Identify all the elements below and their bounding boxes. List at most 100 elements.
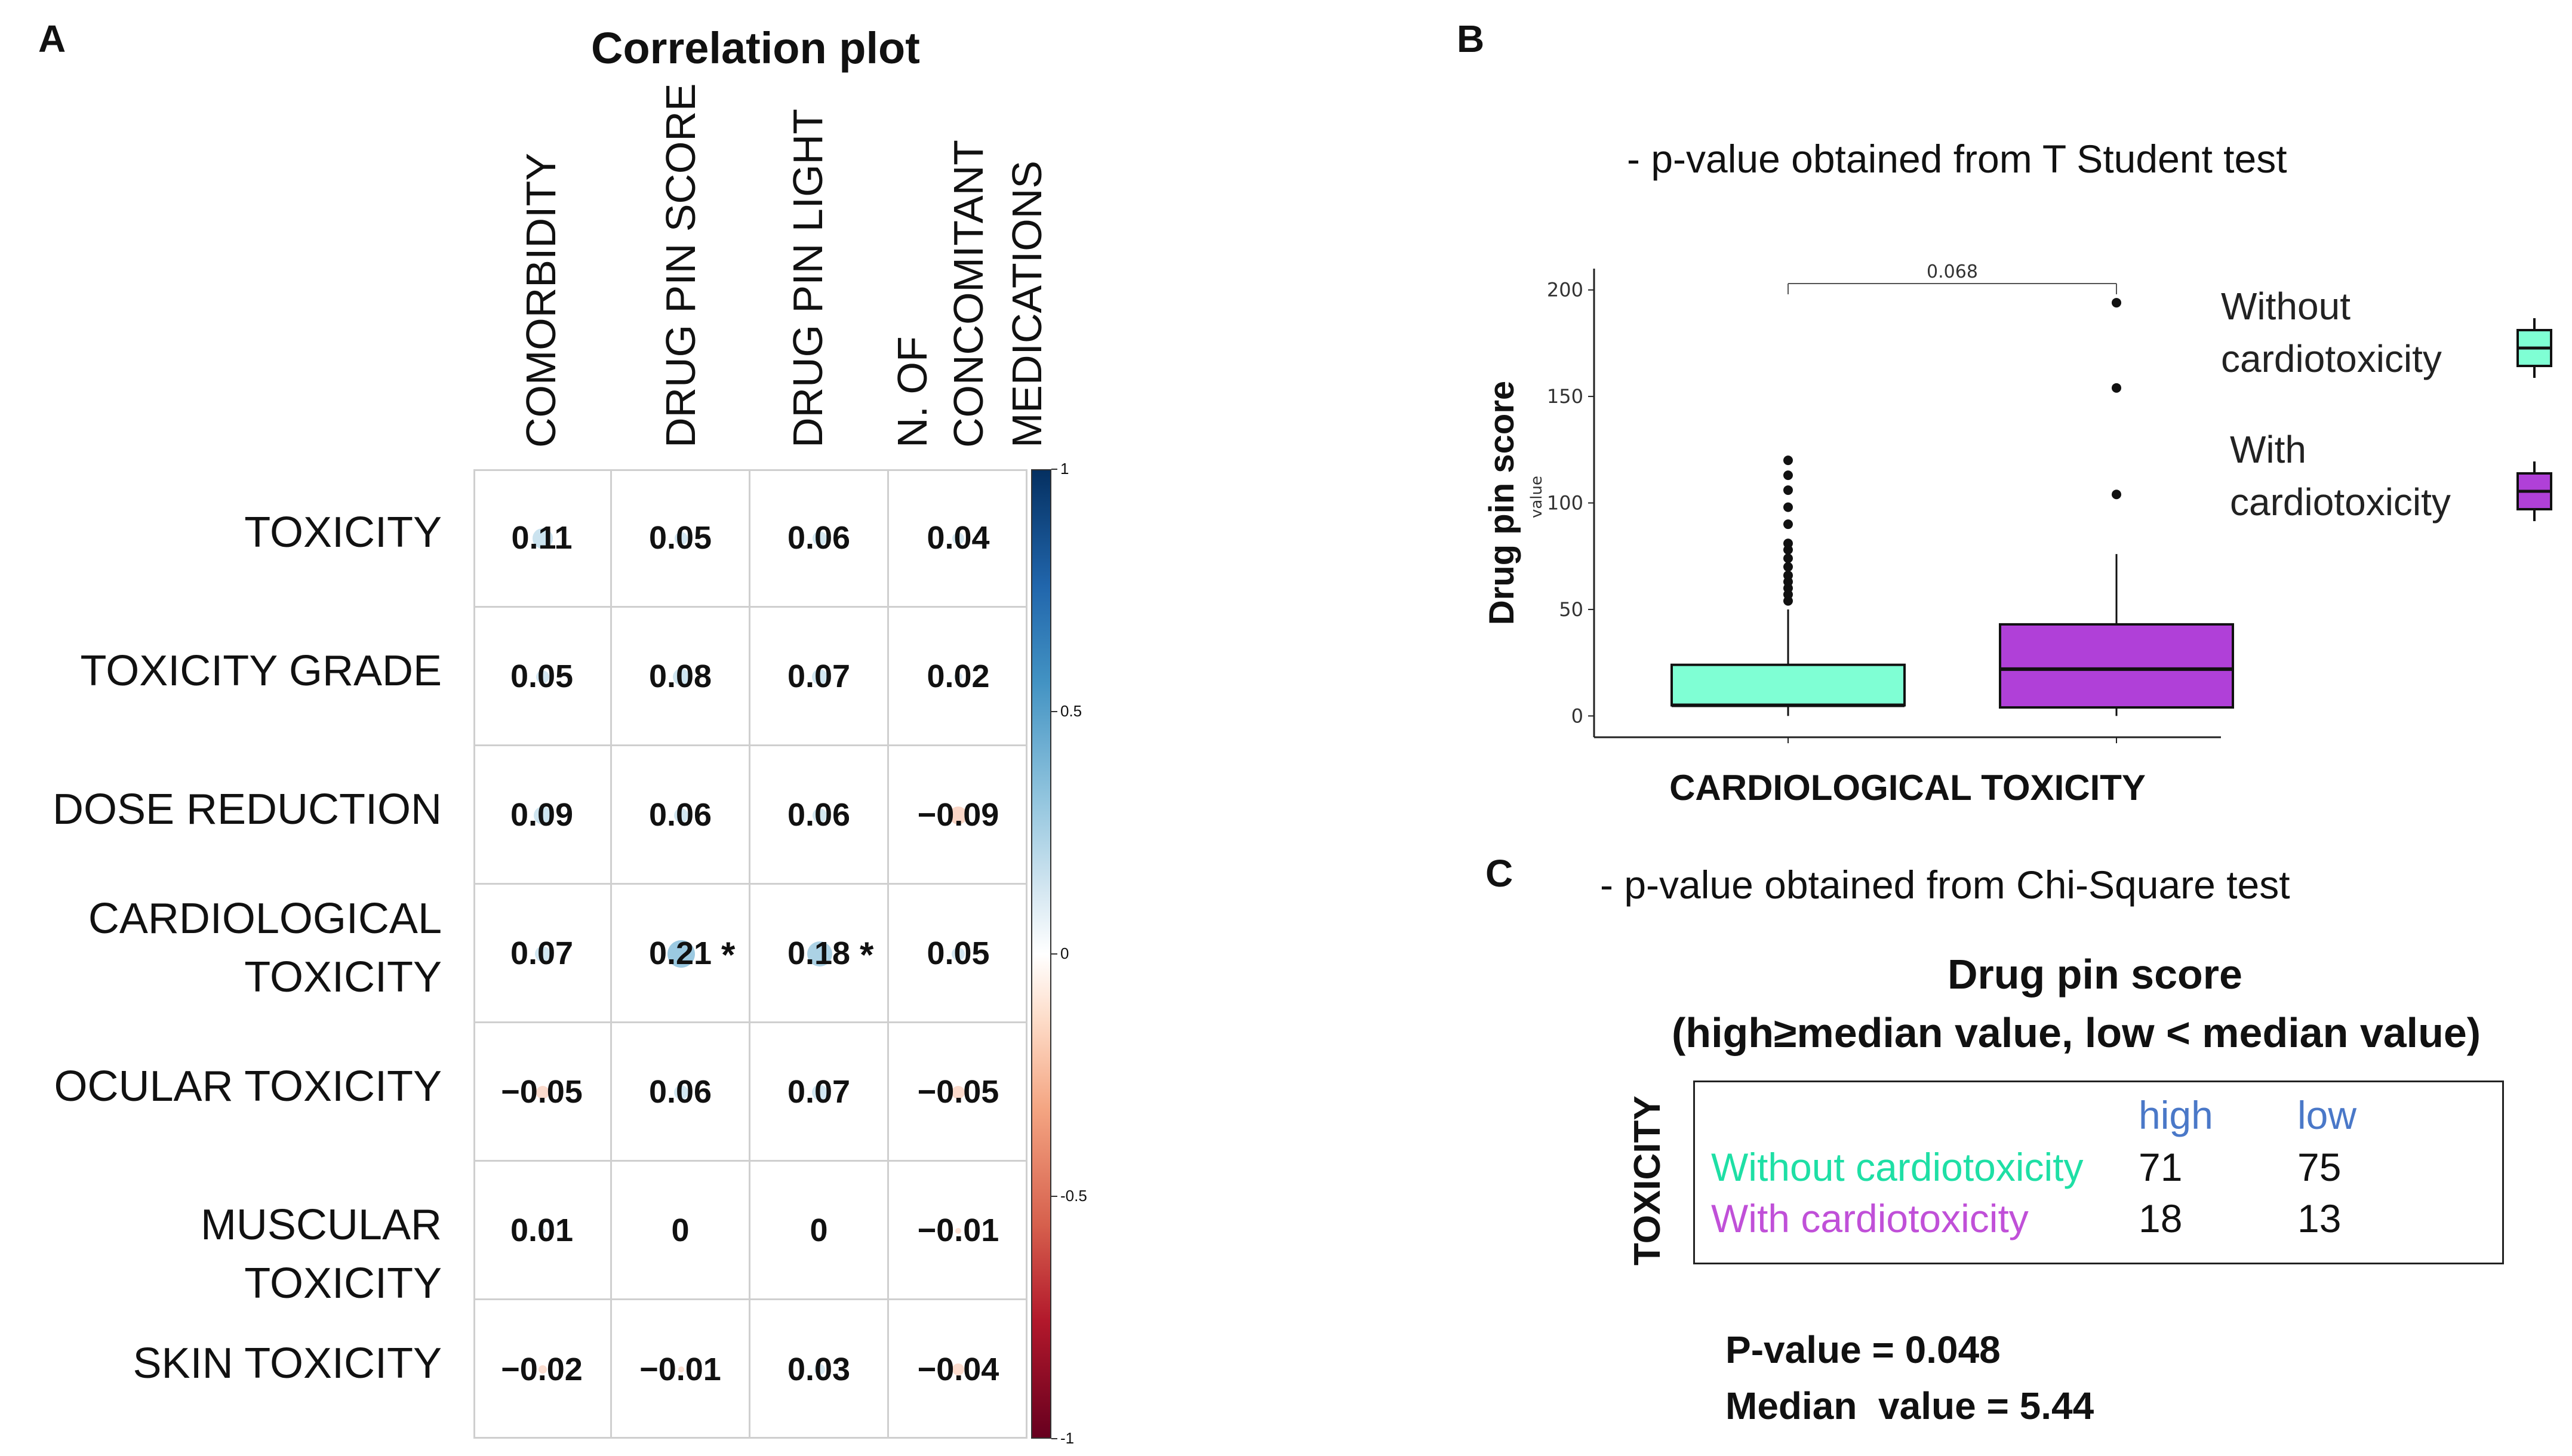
- heatmap-cell: 0.07: [473, 885, 612, 1023]
- significance-star: *: [860, 935, 874, 975]
- correlation-value: 0: [671, 1212, 690, 1248]
- table-cell: Without cardiotoxicity: [1711, 1145, 2084, 1189]
- contingency-table-box: [1693, 1081, 2504, 1264]
- correlation-value: −0.01: [917, 1212, 999, 1248]
- heatmap-cell: 0.18: [750, 885, 889, 1023]
- heatmap-cell: −0.01: [889, 1162, 1027, 1300]
- y-tick-label: 150: [1547, 385, 1583, 408]
- y-tick-label: 0: [1571, 704, 1583, 727]
- heatmap-cell: −0.01: [612, 1300, 750, 1439]
- heatmap-cell: 0.07: [750, 1023, 889, 1162]
- correlation-circle: [811, 1084, 828, 1101]
- column-label: N. OF: [889, 336, 936, 448]
- table-subtitle: (high≥median value, low < median value): [1672, 1009, 2481, 1056]
- heatmap-cell: 0.02: [889, 608, 1027, 746]
- heatmap-cell: 0.06: [750, 469, 889, 608]
- heatmap-cell: −0.02: [473, 1300, 612, 1439]
- correlation-value: −0.04: [917, 1352, 999, 1387]
- correlation-circle: [673, 1085, 689, 1100]
- correlation-value: −0.02: [501, 1352, 583, 1387]
- heatmap-cell: 0.05: [612, 469, 750, 608]
- colorbar-tick-label: -1: [1060, 1429, 1075, 1447]
- column-label: DRUG PIN SCORE: [657, 83, 704, 448]
- correlation-value: −0.01: [639, 1352, 721, 1387]
- column-label: DRUG PIN LIGHT: [784, 109, 831, 448]
- correlation-circle: [673, 808, 689, 823]
- table-cell: 18: [2139, 1196, 2183, 1240]
- table-cell: With cardiotoxicity: [1711, 1196, 2029, 1240]
- correlation-value: 0.06: [787, 796, 851, 833]
- correlation-value: 0: [810, 1212, 828, 1248]
- row-label: TOXICITY: [244, 509, 442, 556]
- panel-c-note: - p-value obtained from Chi-Square test: [1600, 863, 2290, 907]
- column-label: MEDICATIONS: [1004, 161, 1050, 448]
- correlation-circle: [953, 672, 963, 682]
- correlation-circle: [949, 807, 967, 824]
- correlation-value: 0.05: [927, 935, 990, 971]
- heatmap-cell: −0.04: [889, 1300, 1027, 1439]
- legend-label: cardiotoxicity: [2230, 481, 2451, 524]
- outlier-point: [2112, 298, 2121, 308]
- correlation-value: −0.05: [917, 1073, 999, 1110]
- correlation-value: 0.01: [510, 1212, 574, 1248]
- correlation-circle: [951, 947, 965, 961]
- heatmap-cell: 0.09: [473, 746, 612, 885]
- correlation-circle: [533, 528, 553, 549]
- outlier-point: [1783, 553, 1793, 564]
- p-value-text: P-value = 0.048: [1725, 1328, 2001, 1371]
- panel-b-note: - p-value obtained from T Student test: [1627, 137, 2287, 181]
- table-cell: high: [2139, 1093, 2213, 1137]
- colorbar-tick: [1051, 711, 1057, 712]
- correlation-circle: [807, 941, 833, 967]
- box: [1999, 623, 2234, 709]
- colorbar-tick: [1051, 469, 1057, 470]
- panel-c-letter: C: [1485, 852, 1513, 895]
- correlation-value: 0.18: [787, 935, 851, 971]
- table-title: Drug pin score: [1948, 951, 2242, 998]
- correlation-value: 0.05: [510, 658, 574, 694]
- heatmap-cell: 0.07: [750, 608, 889, 746]
- panel-b-letter: B: [1457, 17, 1485, 60]
- correlation-circle: [536, 1085, 550, 1100]
- colorbar-tick-label: 0: [1060, 944, 1069, 962]
- table-cell: 71: [2139, 1145, 2183, 1189]
- row-label: CARDIOLOGICAL: [88, 895, 442, 943]
- legend-label: Without: [2221, 285, 2351, 328]
- legend-label: With: [2230, 428, 2306, 471]
- correlation-value: 0.07: [787, 1073, 851, 1110]
- colorbar-tick-label: 0.5: [1060, 702, 1082, 720]
- panel-a-title: Correlation plot: [591, 23, 920, 73]
- correlation-circle: [812, 808, 827, 823]
- correlation-circle: [812, 531, 827, 546]
- correlation-circle: [952, 532, 964, 544]
- correlation-circle: [811, 669, 828, 685]
- heatmap-cell: 0: [612, 1162, 750, 1300]
- p-value-label: 0.068: [1927, 261, 1978, 282]
- correlation-value: 0.03: [787, 1352, 851, 1387]
- table-cell: 13: [2297, 1196, 2342, 1240]
- outlier-point: [2112, 383, 2121, 393]
- y-tick-label: 100: [1547, 492, 1583, 515]
- correlation-value: 0.04: [927, 519, 990, 556]
- heatmap-cell: 0.06: [750, 746, 889, 885]
- y-tick-label: 50: [1559, 598, 1583, 621]
- correlation-circle: [540, 1228, 546, 1234]
- heatmap-cell: 0.03: [750, 1300, 889, 1439]
- heatmap-cell: 0.04: [889, 469, 1027, 608]
- correlation-value: 0.02: [927, 658, 990, 694]
- correlation-value: −0.09: [917, 796, 999, 833]
- correlation-circle: [536, 670, 550, 684]
- table-cell: low: [2297, 1093, 2357, 1137]
- correlation-circle: [951, 1085, 965, 1100]
- correlation-circle: [955, 1228, 961, 1234]
- heatmap-cell: 0: [750, 1162, 889, 1300]
- heatmap-cell: 0.05: [889, 885, 1027, 1023]
- correlation-grid: 0.11 0.05 0.06 0.04 0.05 0.08 0.07 0.02 0.09 0.06…: [473, 469, 1027, 1439]
- heatmap-cell: −0.09: [889, 746, 1027, 885]
- correlation-value: 0.06: [648, 796, 712, 833]
- heatmap-cell: 0.01: [473, 1162, 612, 1300]
- correlation-circle: [814, 1364, 825, 1375]
- correlation-value: 0.21: [648, 935, 712, 971]
- row-label: TOXICITY GRADE: [80, 647, 442, 695]
- heatmap-cell: 0.06: [612, 746, 750, 885]
